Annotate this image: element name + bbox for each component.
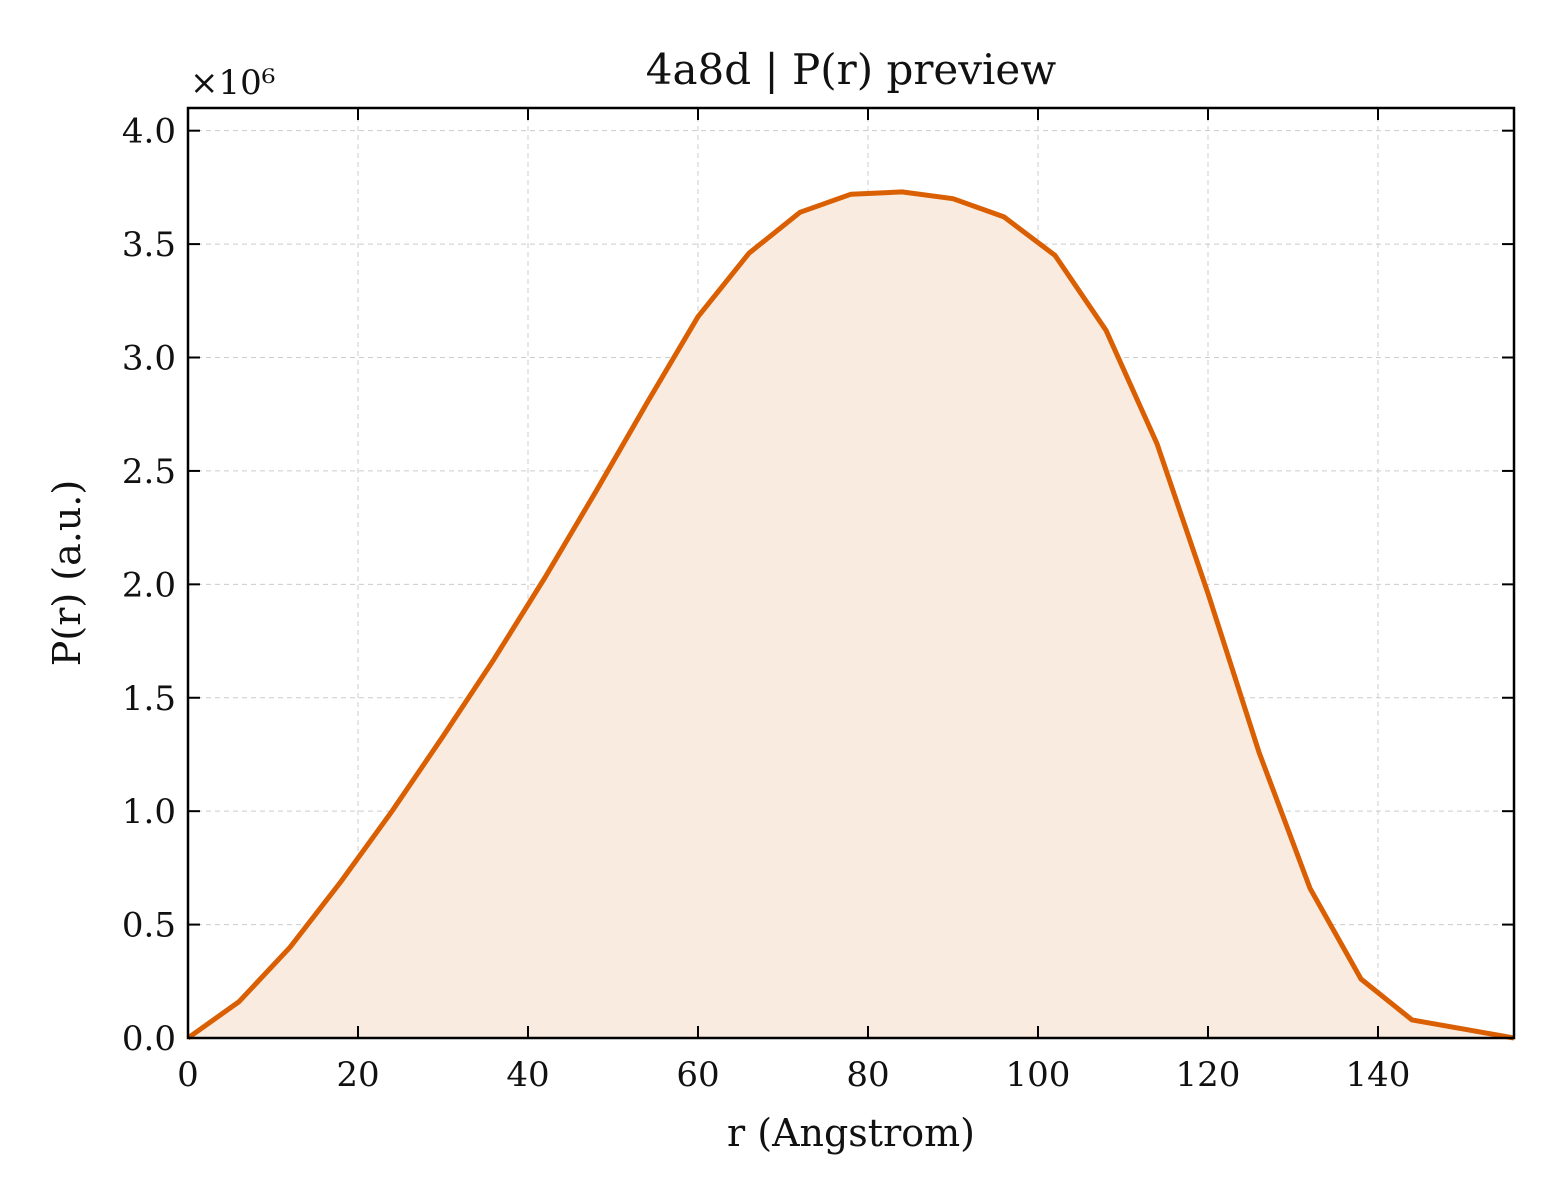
x-tick-label: 40: [506, 1055, 549, 1095]
y-offset-label: ×10⁶: [190, 63, 275, 103]
x-tick-label: 20: [336, 1055, 379, 1095]
x-tick-label: 60: [676, 1055, 719, 1095]
y-tick-label: 4.0: [122, 112, 176, 152]
y-tick-label: 2.5: [122, 452, 176, 492]
y-tick-label: 3.0: [122, 339, 176, 379]
y-tick-label: 3.5: [122, 225, 176, 265]
pr-series-line: [186, 189, 1515, 1041]
pr-area-fill: [188, 191, 1514, 1038]
y-tick-label: 0.5: [122, 906, 176, 946]
y-tick-label: 0.0: [122, 1019, 176, 1059]
y-tick-label: 2.0: [122, 565, 176, 605]
x-tick-label: 120: [1176, 1055, 1241, 1095]
x-axis-label: r (Angstrom): [727, 1111, 975, 1155]
plot-frame: [186, 106, 1516, 1040]
y-axis-label: P(r) (a.u.): [45, 480, 89, 666]
y-tick-label: 1.0: [122, 792, 176, 832]
x-tick-label: 0: [177, 1055, 199, 1095]
chart-title: 4a8d | P(r) preview: [646, 45, 1057, 94]
x-tick-label: 140: [1346, 1055, 1411, 1095]
x-tick-label: 100: [1006, 1055, 1071, 1095]
x-tick-label: 80: [846, 1055, 889, 1095]
y-tick-label: 1.5: [122, 679, 176, 719]
axis-ticks: 0 20 40 60 80 100 120 140 0.0 0.5 1.0 1.5 2.0 2.5 3.0 3…: [122, 108, 1514, 1095]
